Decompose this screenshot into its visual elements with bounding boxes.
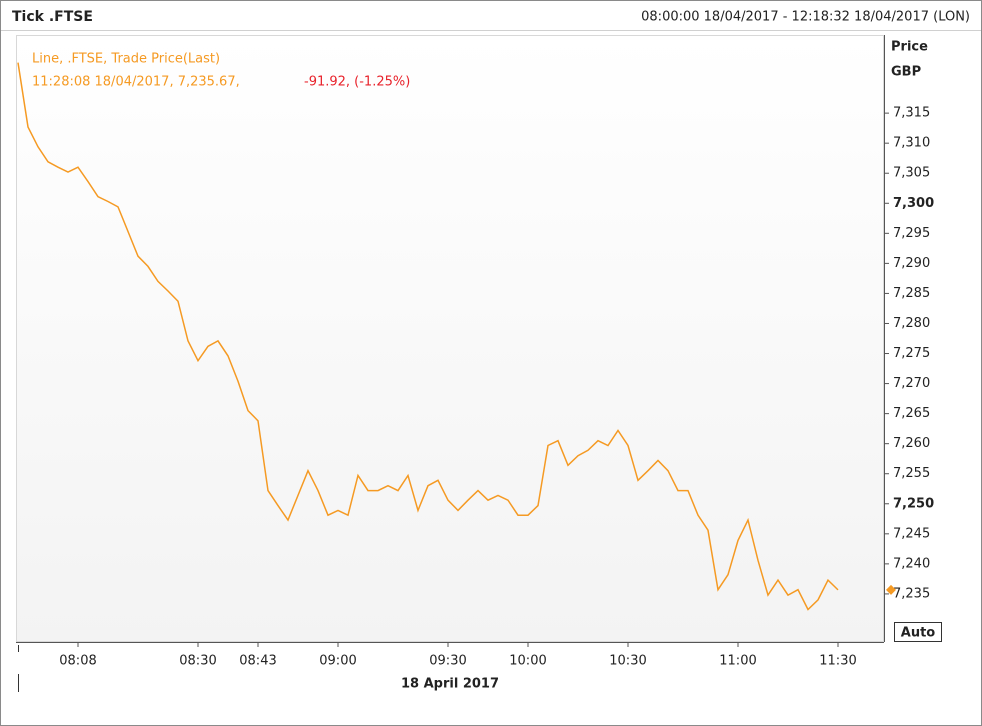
y-tick-label: 7,255 — [893, 466, 930, 481]
y-tick-label: 7,280 — [893, 316, 930, 331]
x-tick-label: 11:30 — [819, 654, 856, 669]
legend-last: 11:28:08 18/04/2017, 7,235.67, — [32, 75, 240, 90]
y-tick-label: 7,260 — [893, 436, 930, 451]
y-tick-label: 7,245 — [893, 526, 930, 541]
x-tick-label: 10:00 — [509, 654, 546, 669]
y-tick-label: 7,300 — [893, 196, 934, 211]
y-tick-label: 7,290 — [893, 256, 930, 271]
x-tick-label: 08:43 — [239, 654, 276, 669]
time-range: 08:00:00 18/04/2017 - 12:18:32 18/04/201… — [641, 10, 970, 25]
auto-button-label[interactable]: Auto — [901, 626, 936, 641]
x-tick-label: 09:00 — [319, 654, 356, 669]
x-tick-label: 08:08 — [59, 654, 96, 669]
y-tick-label: 7,275 — [893, 346, 930, 361]
y-axis-unit: GBP — [891, 65, 921, 80]
x-axis-label: 18 April 2017 — [401, 677, 499, 692]
y-tick-label: 7,315 — [893, 106, 930, 121]
price-line — [17, 62, 839, 611]
y-tick-label: 7,295 — [893, 226, 930, 241]
y-tick-label: 7,240 — [893, 556, 930, 571]
auto-button[interactable] — [894, 622, 942, 642]
x-tick-label: 08:30 — [179, 654, 216, 669]
last-price-marker — [886, 584, 896, 595]
y-tick-label: 7,250 — [893, 496, 934, 511]
x-tick-label: 11:00 — [719, 654, 756, 669]
y-tick-label: 7,305 — [893, 166, 930, 181]
legend-title: Line, .FTSE, Trade Price(Last) — [32, 52, 220, 67]
y-tick-label: 7,285 — [893, 286, 930, 301]
chart-title: Tick .FTSE — [12, 9, 93, 25]
y-axis-label: Price — [891, 40, 928, 55]
y-tick-label: 7,235 — [893, 586, 930, 601]
y-tick-label: 7,270 — [893, 376, 930, 391]
y-tick-label: 7,310 — [893, 136, 930, 151]
legend-change: -91.92, (-1.25%) — [304, 75, 410, 90]
y-tick-label: 7,265 — [893, 406, 930, 421]
x-tick-label: 10:30 — [609, 654, 646, 669]
plot-area — [16, 35, 884, 642]
x-tick-label: 09:30 — [429, 654, 466, 669]
